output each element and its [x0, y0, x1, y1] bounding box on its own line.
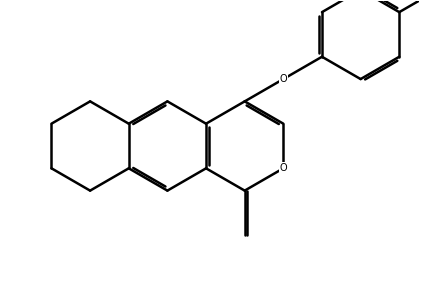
- Text: O: O: [279, 74, 287, 84]
- Text: O: O: [279, 163, 287, 173]
